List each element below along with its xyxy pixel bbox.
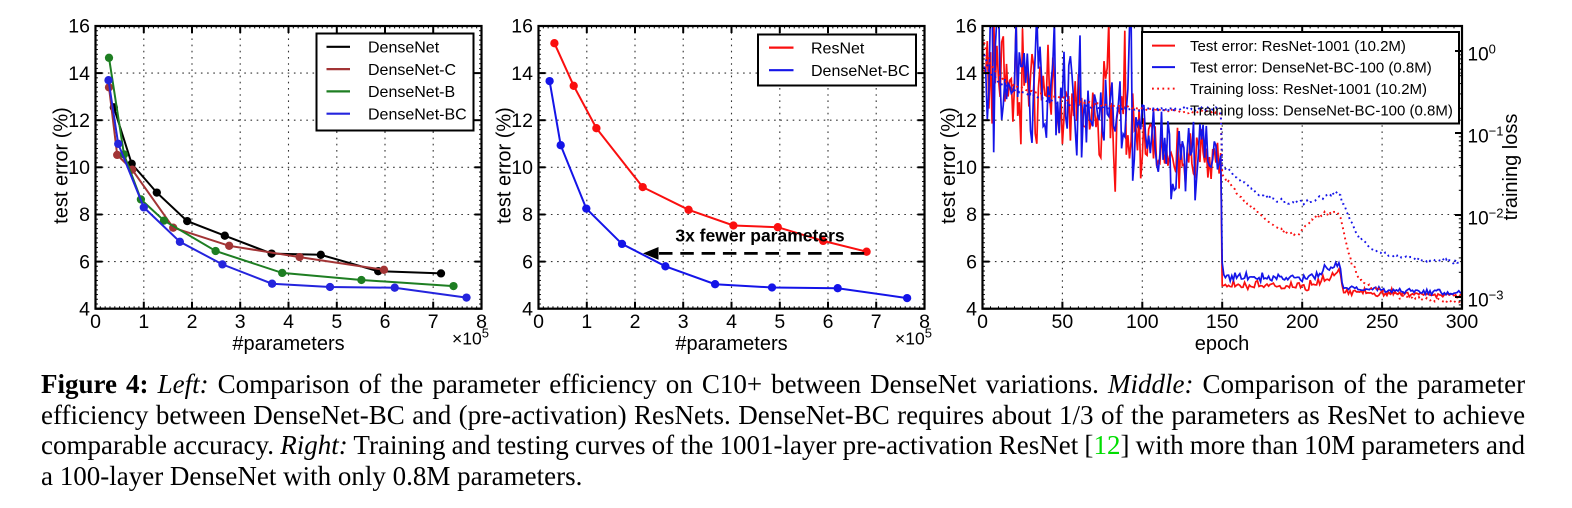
svg-text:Training loss: ResNet-1001 (10: Training loss: ResNet-1001 (10.2M) [1190,81,1427,98]
svg-text:test error (%): test error (%) [938,107,960,224]
svg-text:10−2: 10−2 [1468,206,1504,230]
svg-text:6: 6 [79,251,90,273]
svg-text:12: 12 [68,110,90,132]
svg-text:8: 8 [522,204,533,226]
svg-text:ResNet: ResNet [811,40,865,57]
svg-text:×105: ×105 [895,326,932,349]
svg-text:6: 6 [966,251,977,273]
svg-text:3x fewer parameters: 3x fewer parameters [675,226,845,246]
svg-text:#parameters: #parameters [675,333,787,355]
svg-text:16: 16 [955,16,977,38]
svg-text:DenseNet-BC: DenseNet-BC [811,63,910,80]
svg-text:2: 2 [187,311,198,333]
svg-text:8: 8 [476,311,487,333]
svg-text:10: 10 [955,157,977,179]
svg-text:5: 5 [774,311,785,333]
svg-text:10: 10 [68,157,90,179]
svg-text:training loss: training loss [1500,114,1522,221]
svg-text:2: 2 [630,311,641,333]
svg-text:4: 4 [79,298,90,320]
svg-text:DenseNet: DenseNet [368,40,440,57]
svg-text:6: 6 [823,311,834,333]
svg-text:3: 3 [235,311,246,333]
svg-text:200: 200 [1286,311,1319,333]
svg-text:3: 3 [678,311,689,333]
svg-text:DenseNet-B: DenseNet-B [368,84,455,101]
svg-text:12: 12 [955,110,977,132]
svg-text:14: 14 [955,63,977,85]
svg-text:4: 4 [522,298,533,320]
svg-text:0: 0 [977,311,988,333]
svg-text:0: 0 [533,311,544,333]
svg-text:1: 1 [138,311,149,333]
svg-text:test error (%): test error (%) [494,107,516,224]
svg-text:6: 6 [522,251,533,273]
svg-text:Test error: ResNet-1001 (10.2M: Test error: ResNet-1001 (10.2M) [1190,38,1406,55]
svg-text:#parameters: #parameters [232,333,344,355]
svg-text:8: 8 [79,204,90,226]
svg-text:DenseNet-C: DenseNet-C [368,62,456,79]
svg-text:7: 7 [428,311,439,333]
svg-text:50: 50 [1052,311,1074,333]
svg-text:14: 14 [511,63,533,85]
svg-text:1: 1 [581,311,592,333]
svg-text:7: 7 [871,311,882,333]
svg-text:250: 250 [1366,311,1399,333]
svg-text:150: 150 [1206,311,1239,333]
svg-text:4: 4 [283,311,294,333]
svg-text:0: 0 [90,311,101,333]
svg-text:14: 14 [68,63,90,85]
svg-text:8: 8 [919,311,930,333]
svg-text:10: 10 [511,157,533,179]
svg-text:16: 16 [68,16,90,38]
svg-text:4: 4 [966,298,977,320]
svg-text:Test error: DenseNet-BC-100 (0: Test error: DenseNet-BC-100 (0.8M) [1190,59,1432,76]
svg-text:10−1: 10−1 [1468,124,1504,148]
svg-text:test error (%): test error (%) [51,107,73,224]
svg-text:4: 4 [726,311,737,333]
svg-text:100: 100 [1468,42,1496,66]
svg-text:6: 6 [380,311,391,333]
svg-text:300: 300 [1446,311,1479,333]
svg-text:DenseNet-BC: DenseNet-BC [368,106,467,123]
svg-text:100: 100 [1126,311,1159,333]
svg-text:5: 5 [331,311,342,333]
svg-text:16: 16 [511,16,533,38]
svg-text:epoch: epoch [1195,333,1250,355]
svg-text:12: 12 [511,110,533,132]
svg-text:Training loss: DenseNet-BC-100: Training loss: DenseNet-BC-100 (0.8M) [1190,102,1453,119]
svg-text:×105: ×105 [452,326,489,349]
svg-text:10−3: 10−3 [1468,288,1504,312]
svg-text:8: 8 [966,204,977,226]
